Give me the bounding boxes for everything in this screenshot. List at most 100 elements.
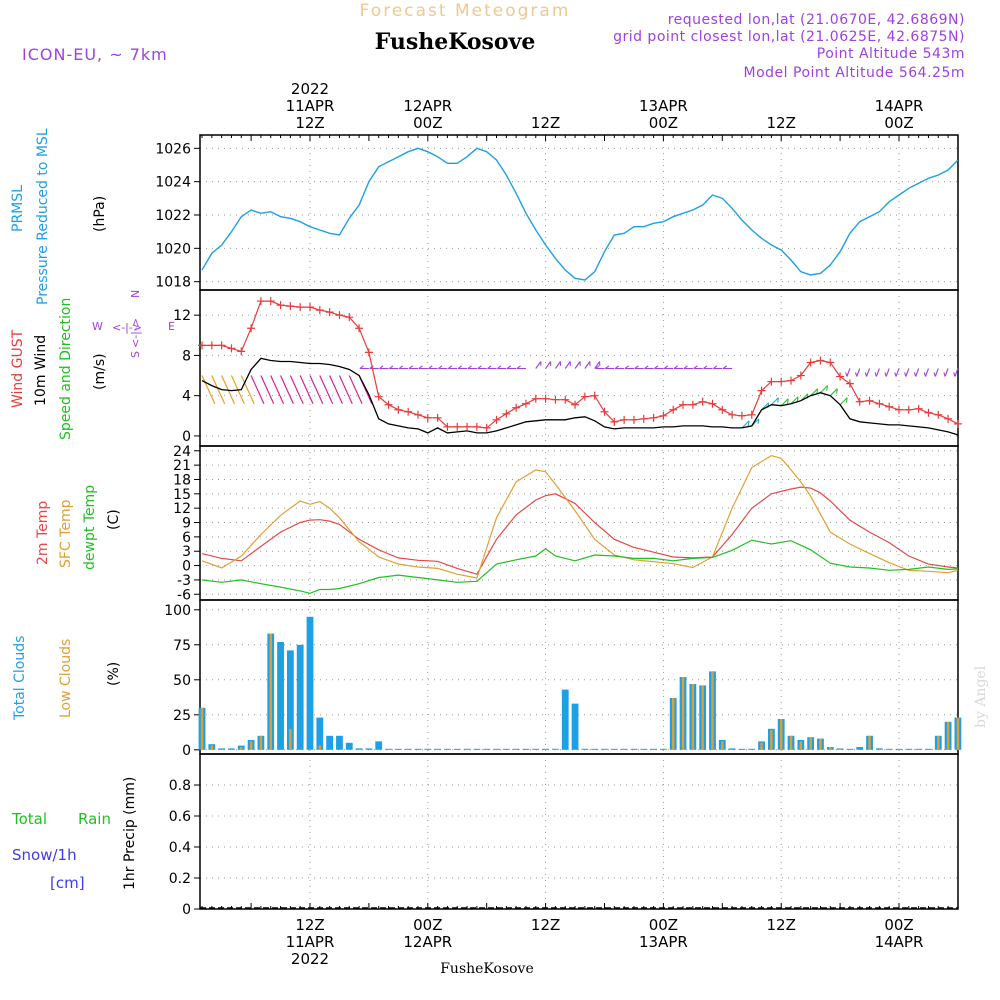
precip-ytick-label: 0.4	[169, 840, 191, 856]
wind-gust-marker	[404, 407, 413, 416]
pressure-ytick-label: 1026	[155, 141, 191, 157]
wind-gust-marker	[384, 400, 393, 409]
total-cloud-bar	[345, 742, 353, 750]
wind-arrow-head	[845, 397, 848, 403]
dewpt-temp-label: dewpt Temp	[82, 485, 98, 570]
model-label: ICON-EU, ~ 7km	[22, 45, 168, 64]
wind-arrow-head	[467, 365, 472, 369]
top-time-label: 11APR	[286, 97, 335, 115]
low-cloud-bar	[200, 707, 204, 750]
total-cloud-bar	[738, 748, 746, 750]
bottom-time-label: 12Z	[531, 916, 560, 934]
10m-wind-label: 10m Wind	[33, 335, 49, 406]
wind-arrow-head	[359, 365, 364, 369]
temperature-ytick-label: 9	[182, 516, 191, 532]
temperature-ytick-label: 0	[182, 559, 191, 575]
clouds-ytick-label: 25	[173, 708, 191, 724]
wind-arrow-shaft	[790, 396, 799, 405]
wind-gust-marker	[551, 395, 560, 404]
clouds-ytick-label: 100	[164, 603, 191, 619]
wind-arrow-shaft	[924, 368, 929, 377]
wind-arrow-shaft	[319, 375, 334, 404]
total-cloud-bar	[394, 748, 402, 750]
wind-arrow-shaft	[289, 375, 304, 404]
wind-direction-arrow	[820, 385, 829, 394]
bottom-time-label: 12Z	[767, 916, 796, 934]
wind-arrow-shaft	[280, 375, 294, 404]
total-cloud-bar	[336, 735, 343, 750]
wind-direction-arrow	[810, 388, 819, 397]
wind-arrow-head	[379, 365, 384, 369]
wind-gust-marker	[492, 415, 501, 424]
wind-gust-marker	[256, 297, 265, 306]
low-clouds-label: Low Clouds	[58, 639, 74, 718]
total-cloud-bar	[286, 650, 294, 750]
bottom-time-label: 11APR	[286, 933, 335, 951]
wind-arrow-head	[845, 372, 848, 377]
low-cloud-bar	[819, 738, 822, 750]
low-cloud-bar	[318, 745, 322, 750]
wind-gust-marker	[472, 422, 481, 431]
total-cloud-bar	[218, 748, 226, 750]
model-point-altitude: Model Point Altitude 564.25m	[744, 65, 965, 81]
wind-arrow-head	[777, 397, 779, 403]
low-cloud-bar	[956, 717, 960, 750]
total-cloud-bar	[895, 748, 903, 750]
wind-arrow-shaft	[770, 397, 779, 406]
wind-arrow-shaft	[348, 375, 363, 404]
total-cloud-bar	[306, 616, 314, 750]
wind-ytick-label: 4	[182, 389, 191, 405]
wind-arrow-head	[477, 365, 482, 369]
wind-direction-arrow	[712, 365, 723, 370]
wind-ytick-label: 0	[182, 429, 191, 445]
sfc-temp-label: SFC Temp	[58, 499, 74, 568]
wind-arrow-head	[786, 398, 789, 404]
wind-direction-arrow	[487, 365, 497, 370]
wind-gust-marker	[198, 341, 207, 350]
wind-arrow-head	[604, 365, 610, 369]
wind-arrow-shaft	[829, 388, 838, 397]
precip-labels: Total Rain Snow/1h [cm] 1hr Precip (mm)	[11, 777, 138, 892]
temperature-ytick-label: 3	[182, 544, 191, 560]
wind-arrow-head	[447, 365, 453, 369]
wind-direction-arrow	[477, 365, 487, 370]
wind-gust-marker	[885, 402, 894, 411]
wind-gust-marker	[237, 347, 246, 356]
total-cloud-bar	[601, 748, 608, 750]
wind-direction-arrow	[467, 365, 477, 370]
total-cloud-bar	[571, 703, 579, 750]
total-cloud-bar	[885, 748, 893, 750]
wind-arrow-shaft	[810, 388, 819, 397]
wind-gust-marker	[571, 400, 580, 409]
wind-arrow-head	[624, 365, 629, 369]
grid-layer	[200, 135, 958, 910]
wind-gust-marker	[639, 414, 648, 423]
wind-unit-label: (m/s)	[92, 353, 108, 390]
compass-arrow-vertical: <-|->	[129, 318, 142, 348]
compass-north: N	[129, 290, 142, 298]
wind-direction-arrow	[398, 365, 409, 370]
wind-direction-arrow	[894, 368, 900, 377]
wind-gust-marker	[698, 397, 707, 406]
temperature-ytick-label: 15	[173, 487, 191, 503]
wind-arrow-shaft	[820, 385, 828, 394]
wind-gust-marker	[649, 413, 658, 422]
wind-gust-marker	[423, 413, 432, 422]
total-cloud-bar	[620, 748, 628, 750]
wind-direction-arrow	[348, 375, 363, 404]
wind-gust-marker	[787, 376, 796, 385]
wind-gust-marker	[679, 400, 688, 409]
wind-arrow-head	[369, 365, 374, 369]
total-cloud-bar	[493, 748, 500, 750]
total-cloud-bar	[277, 642, 284, 750]
top-time-label: 13APR	[639, 97, 688, 115]
wind-arrow-head	[933, 372, 936, 377]
2m-temp-label: 2m Temp	[35, 501, 51, 565]
temperature-ytick-label: -3	[177, 573, 191, 589]
station-title: FusheKosove	[375, 29, 536, 55]
wind-gust-marker	[718, 405, 727, 414]
low-cloud-bar	[691, 684, 695, 750]
wind-arrow-shaft	[554, 361, 561, 369]
